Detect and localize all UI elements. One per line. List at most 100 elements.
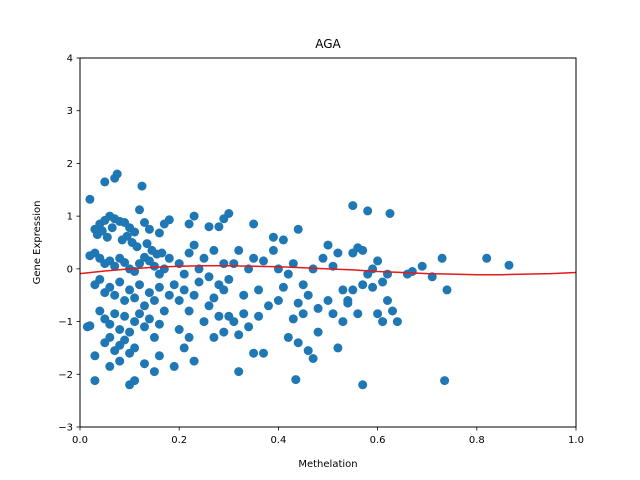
data-point (97, 226, 107, 236)
data-point (283, 332, 293, 342)
data-point (122, 231, 132, 241)
data-point (244, 322, 254, 332)
data-point (308, 354, 318, 363)
data-point (209, 293, 219, 303)
data-point (291, 375, 301, 385)
x-tick-label: 0.0 (72, 435, 88, 446)
y-axis-label: Gene Expression (32, 201, 43, 285)
data-point (199, 317, 209, 327)
data-point (313, 303, 323, 313)
data-point (234, 245, 244, 255)
data-point (120, 311, 130, 321)
data-point (358, 380, 368, 390)
data-point (204, 301, 214, 311)
data-point (239, 309, 249, 319)
data-point (417, 261, 427, 271)
data-point (105, 361, 115, 371)
data-point (110, 290, 120, 300)
data-point (85, 194, 95, 204)
data-point (219, 327, 229, 337)
data-point (273, 264, 283, 274)
data-point (189, 290, 199, 300)
data-point (293, 338, 303, 348)
data-point (358, 280, 368, 290)
data-point (149, 332, 159, 342)
data-point (135, 259, 144, 269)
data-point (392, 317, 402, 327)
data-point (323, 296, 333, 305)
data-point (303, 346, 313, 356)
data-point (137, 181, 147, 191)
data-point (135, 205, 144, 215)
data-point (107, 223, 117, 233)
data-point (219, 259, 229, 269)
data-point (278, 235, 288, 245)
data-point (140, 301, 149, 311)
data-point (95, 274, 105, 284)
data-point (407, 267, 417, 276)
data-point (112, 169, 122, 179)
data-point (273, 296, 283, 305)
data-point (154, 228, 164, 238)
data-point (169, 361, 179, 371)
data-point (120, 296, 130, 305)
data-point (298, 309, 308, 319)
data-point (303, 290, 313, 300)
data-point (427, 272, 437, 282)
data-point (179, 269, 189, 279)
data-point (318, 253, 328, 263)
data-point (140, 359, 149, 369)
data-point (219, 285, 229, 295)
data-point (288, 314, 298, 324)
data-point (159, 264, 169, 274)
data-point (132, 242, 142, 252)
fit-line (79, 264, 577, 276)
y-tick-label: 1 (67, 212, 73, 223)
data-point (293, 224, 303, 234)
data-point (288, 259, 298, 269)
data-point (105, 332, 115, 342)
data-point (130, 317, 140, 327)
data-point (249, 253, 259, 263)
data-point (164, 253, 174, 263)
data-point (130, 376, 140, 386)
data-point (229, 259, 239, 269)
data-point (105, 282, 115, 292)
data-point (323, 240, 333, 250)
data-point (100, 177, 110, 187)
data-point (442, 285, 452, 295)
data-point (259, 348, 268, 358)
data-point (184, 332, 194, 342)
data-point (154, 282, 164, 292)
data-point (224, 274, 234, 284)
data-point (333, 343, 343, 353)
data-point (264, 301, 273, 311)
data-point (102, 232, 112, 242)
data-point (149, 261, 159, 271)
data-point (259, 256, 268, 266)
data-point (135, 280, 144, 290)
data-point (140, 322, 149, 332)
data-point (353, 309, 363, 319)
data-point (149, 296, 159, 305)
data-point (254, 311, 264, 321)
data-point (239, 290, 249, 300)
data-point (110, 309, 120, 319)
x-tick-label: 0.4 (270, 435, 286, 446)
data-point (154, 319, 164, 329)
data-point (383, 269, 392, 279)
y-tick-label: 0 (67, 264, 73, 275)
data-point (224, 209, 234, 218)
data-point (130, 227, 140, 237)
data-point (254, 285, 264, 295)
data-point (120, 335, 130, 345)
data-point (482, 253, 492, 263)
data-point (268, 232, 278, 242)
data-point (209, 245, 219, 255)
data-point (130, 293, 140, 303)
data-point (144, 288, 154, 298)
y-tick-label: −2 (58, 370, 73, 381)
data-point (95, 306, 105, 316)
